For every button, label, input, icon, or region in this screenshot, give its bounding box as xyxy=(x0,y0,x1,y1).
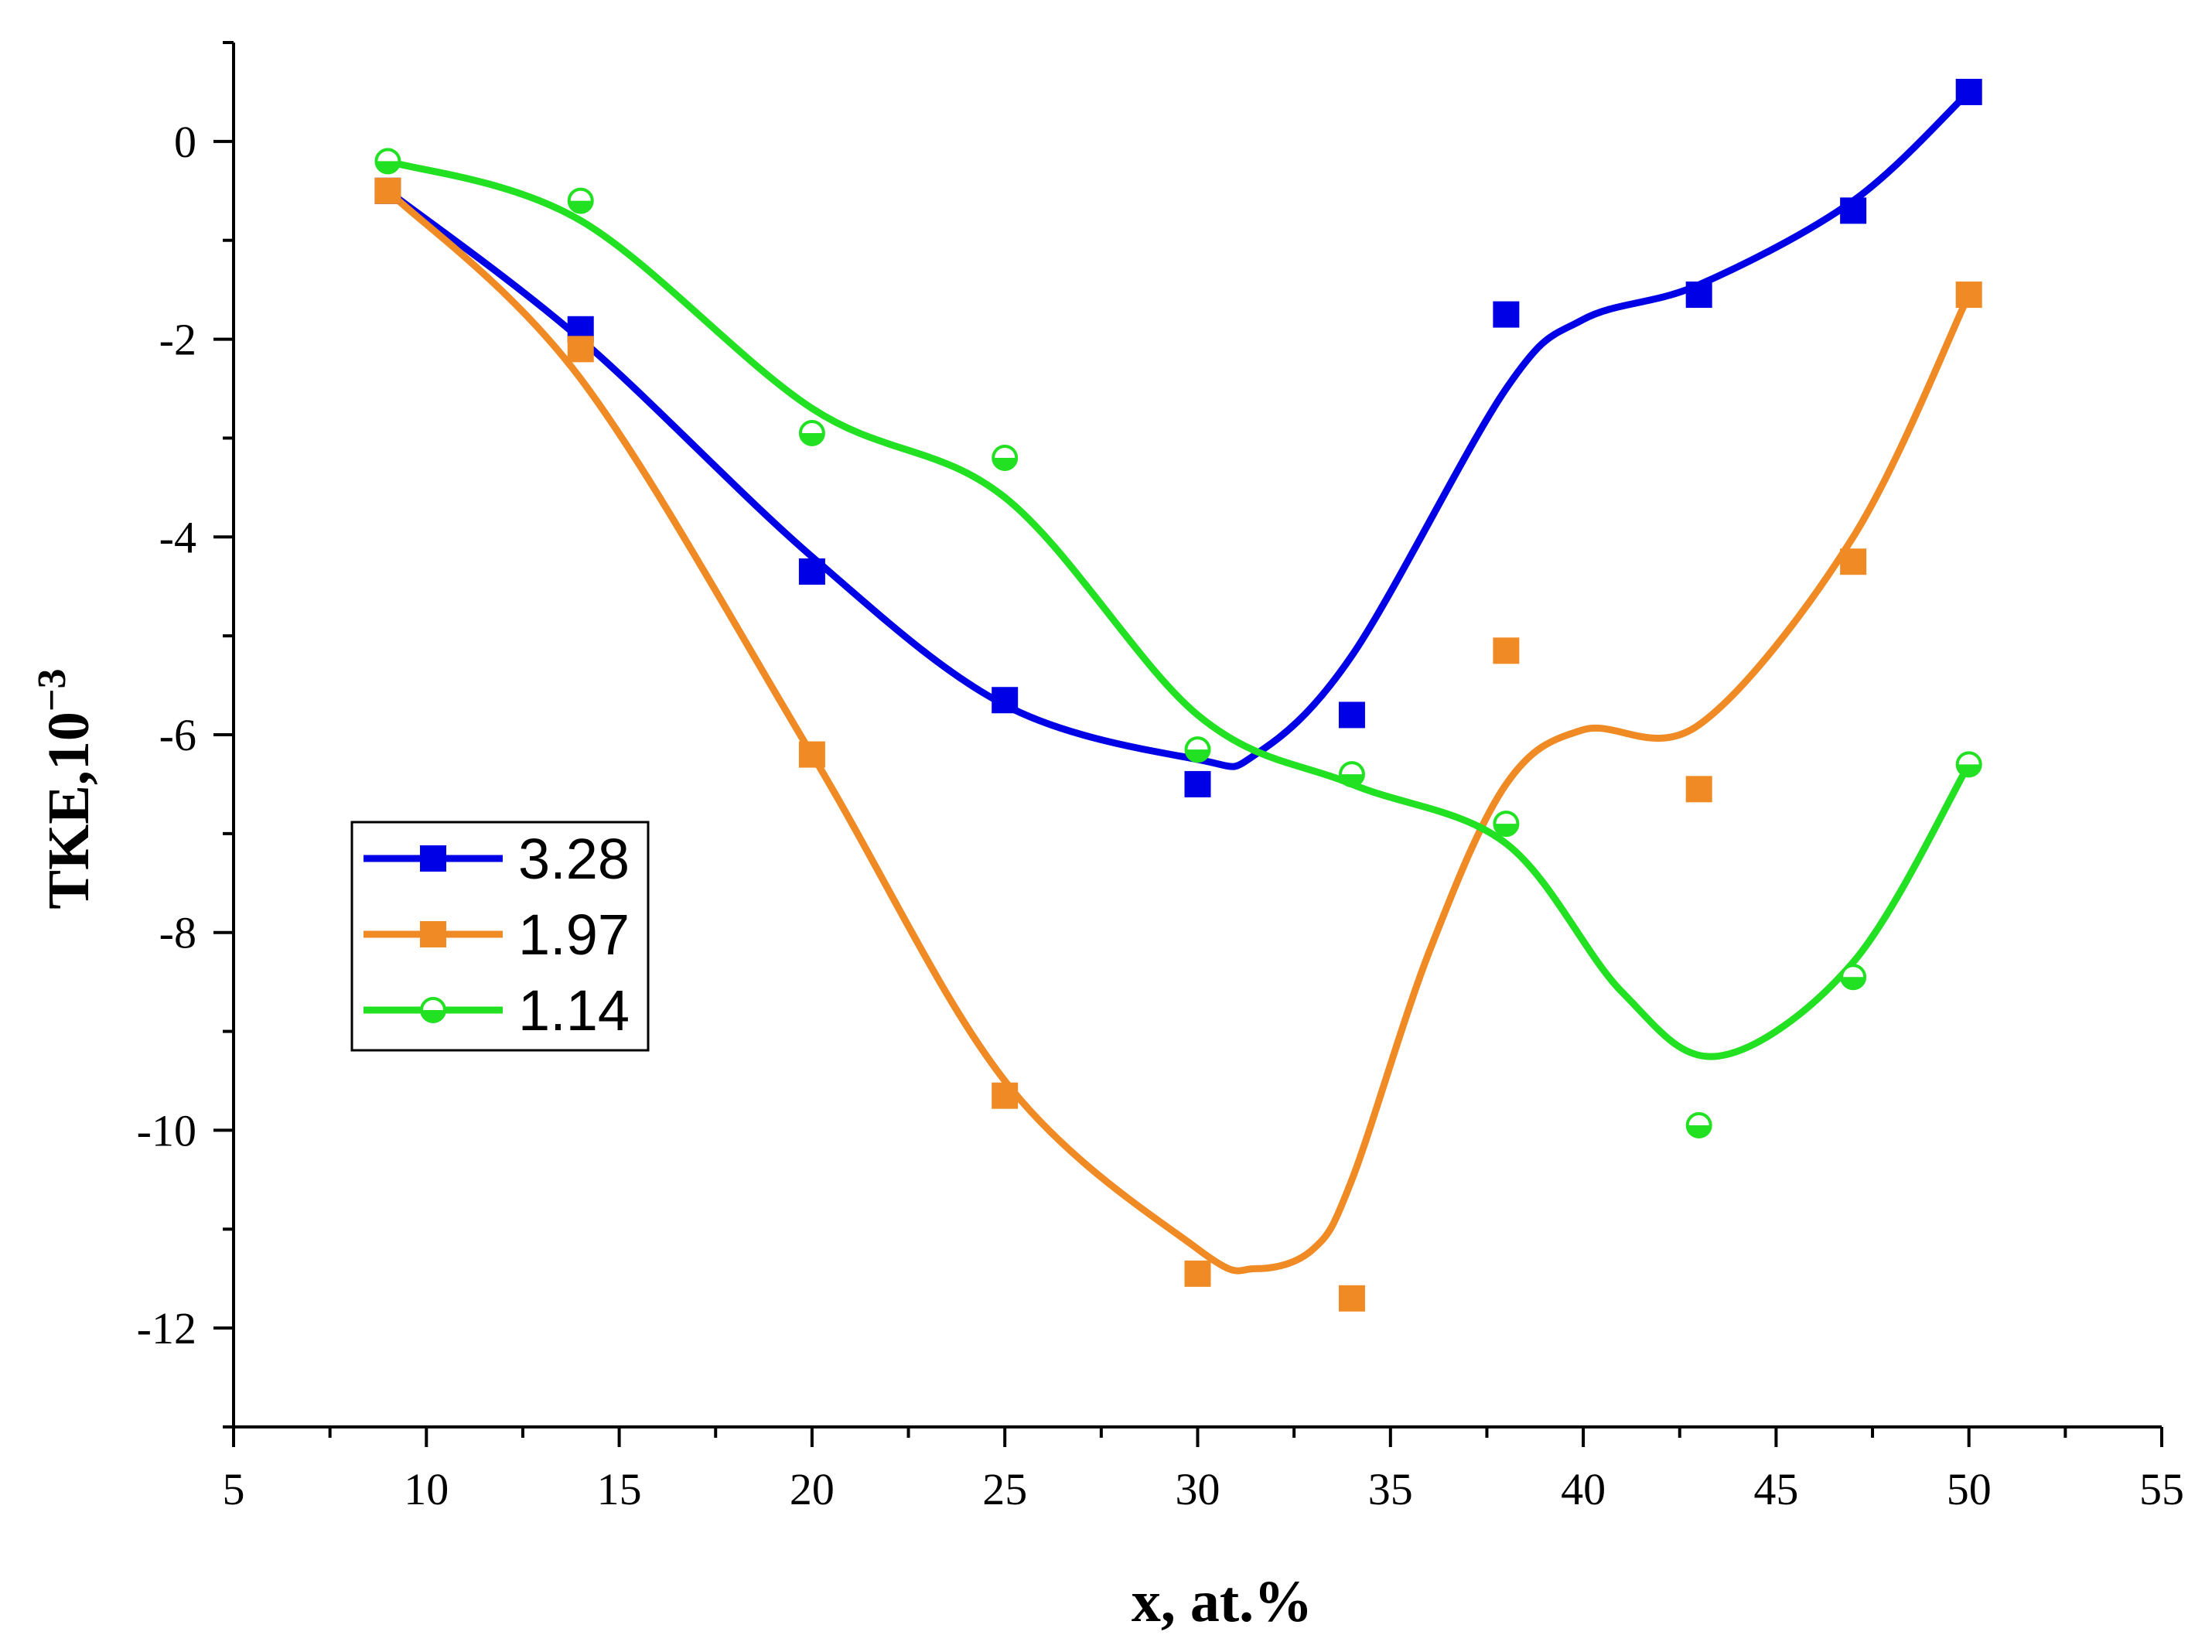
series-1-14-curve xyxy=(384,157,1973,1060)
series-1-14-point-fill xyxy=(1340,774,1364,787)
series-1-14-point xyxy=(798,420,825,447)
series-1-97-point xyxy=(567,336,594,363)
x-tick-label: 25 xyxy=(982,1464,1027,1514)
series-1-14-point-fill xyxy=(1842,977,1866,989)
series-1-97-point xyxy=(992,1082,1019,1109)
series-1-97-point xyxy=(1184,1260,1211,1287)
series-1-14-point-fill xyxy=(1494,824,1518,836)
series-1-14-point-fill xyxy=(993,458,1017,469)
x-tick-label: 10 xyxy=(404,1464,449,1514)
series-1-14-point xyxy=(1184,736,1211,763)
legend-1-14-marker xyxy=(420,997,446,1023)
x-tick-label: 30 xyxy=(1176,1464,1220,1514)
legend-1-14-label: 1.14 xyxy=(518,978,630,1043)
y-axis-title-main: TKE,10 xyxy=(36,712,101,910)
y-tick-label: -6 xyxy=(159,710,196,760)
x-tick-label: 35 xyxy=(1368,1464,1413,1514)
legend-3-28-marker xyxy=(420,845,446,872)
series-1-97-point xyxy=(1955,282,1982,309)
legend-3-28-label: 3.28 xyxy=(518,827,630,891)
series-3-28-point xyxy=(1184,770,1211,797)
series-1-14-point xyxy=(1685,1112,1712,1139)
series-1-14-point xyxy=(1493,811,1520,838)
series-1-14-point-fill xyxy=(568,200,592,213)
legend-1-97-marker xyxy=(420,921,446,947)
legend: 3.28 1.97 1.14 xyxy=(350,821,650,1052)
data-points xyxy=(374,78,1982,1312)
series-1-14-point-fill xyxy=(1957,764,1981,777)
legend-1-97-label: 1.97 xyxy=(518,903,630,967)
tick-labels: 5 10 15 20 25 30 35 40 45 50 55 0 -2 -4 -6 -8 -10 -12 xyxy=(137,117,2184,1514)
legend-1-14-marker-fill xyxy=(422,1010,445,1022)
series-1-97-point xyxy=(1493,637,1520,664)
y-tick-label: -2 xyxy=(159,315,196,365)
tick-marks xyxy=(213,41,2163,1447)
series-1-97-point xyxy=(1840,548,1867,575)
x-tick-label: 15 xyxy=(597,1464,642,1514)
x-tick-label: 55 xyxy=(2139,1464,2184,1514)
x-tick-label: 40 xyxy=(1561,1464,1606,1514)
series-lines xyxy=(384,88,1973,1275)
y-axis-title-exponent: −3 xyxy=(30,668,74,712)
series-1-14-point xyxy=(1955,751,1982,778)
series-3-28-point xyxy=(1685,282,1712,309)
y-axis-title: TKE,10−3 xyxy=(30,668,101,909)
series-1-97-curve xyxy=(384,187,1973,1275)
series-3-28-point xyxy=(1338,701,1365,729)
series-3-28-curve xyxy=(384,88,1973,770)
y-tick-label: -8 xyxy=(159,908,196,958)
series-3-28-point xyxy=(1840,197,1867,224)
series-1-14-point xyxy=(1338,761,1365,788)
series-1-14-point xyxy=(567,187,594,214)
x-axis-title: x, at.% xyxy=(1132,1569,1313,1634)
x-tick-label: 20 xyxy=(790,1464,835,1514)
legend-entries: 3.28 1.97 1.14 xyxy=(364,827,630,1043)
x-tick-label: 5 xyxy=(223,1464,245,1514)
series-1-14-point xyxy=(374,148,401,175)
series-3-28-point xyxy=(1493,301,1520,328)
series-3-28-point xyxy=(1955,78,1982,105)
series-1-14-point-fill xyxy=(1186,749,1210,762)
series-1-97-point xyxy=(798,741,825,768)
series-1-14-point-fill xyxy=(376,161,400,173)
x-tick-label: 45 xyxy=(1753,1464,1798,1514)
series-1-14-point-fill xyxy=(800,433,824,445)
series-3-28-point xyxy=(992,687,1019,714)
series-1-14-point xyxy=(992,445,1019,471)
series-1-97-point xyxy=(1685,776,1712,803)
series-1-14-point xyxy=(1840,964,1867,991)
x-tick-label: 50 xyxy=(1947,1464,1992,1514)
y-tick-label: -10 xyxy=(137,1105,196,1155)
series-1-14-point-fill xyxy=(1687,1125,1711,1138)
series-3-28-point xyxy=(798,558,825,585)
y-tick-label: -12 xyxy=(137,1303,196,1353)
y-tick-label: -4 xyxy=(159,512,196,562)
series-1-97-point xyxy=(374,177,401,204)
series-1-97-point xyxy=(1338,1285,1365,1312)
y-tick-label: 0 xyxy=(174,117,196,167)
